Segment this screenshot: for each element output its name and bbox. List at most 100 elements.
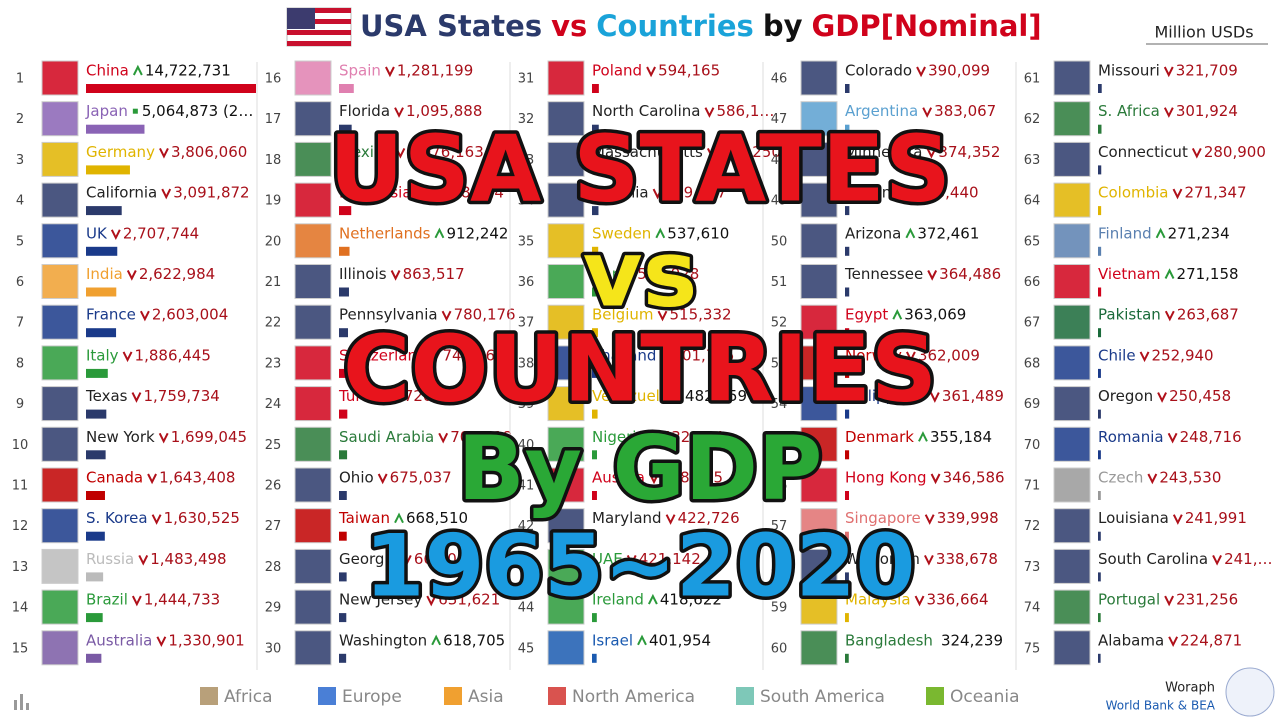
country-name: Romania xyxy=(1098,428,1164,446)
bar xyxy=(592,368,598,378)
country-name: S. Korea xyxy=(86,509,148,527)
title-part: GDP[Nominal] xyxy=(811,9,1041,43)
legend-label: South America xyxy=(760,687,885,707)
bar xyxy=(845,613,849,623)
value-label: 263,687 xyxy=(1177,306,1239,324)
overlay-text: 1965~2020 xyxy=(365,516,916,616)
rank: 36 xyxy=(518,275,535,290)
trend-up xyxy=(637,634,647,646)
trend-down xyxy=(390,270,401,281)
flag xyxy=(1053,589,1091,625)
bar xyxy=(339,572,347,582)
bar xyxy=(86,165,130,175)
flag xyxy=(800,386,838,422)
country-name: Bangladesh xyxy=(845,631,933,649)
trend-up xyxy=(905,227,916,239)
legend: Africa Europe Asia North America South Ameri… xyxy=(200,687,1020,707)
country-name: Arizona xyxy=(845,224,901,242)
rank: 65 xyxy=(1024,234,1041,249)
country-name: North Carolina xyxy=(592,102,700,120)
trend-down xyxy=(1164,595,1175,607)
trend-down xyxy=(122,351,133,363)
trend-up xyxy=(655,227,666,239)
trend-down xyxy=(1167,432,1178,444)
bar xyxy=(86,368,108,378)
flag xyxy=(41,345,79,381)
country-name: California xyxy=(86,184,157,202)
rank: 46 xyxy=(771,72,788,87)
trend-down xyxy=(426,595,437,607)
bar xyxy=(845,328,850,338)
bar xyxy=(845,165,850,175)
rank: 4 xyxy=(16,194,24,209)
bar xyxy=(86,531,105,541)
rank: 12 xyxy=(12,519,29,534)
bar xyxy=(1098,165,1102,175)
flag xyxy=(800,223,838,259)
trend-down xyxy=(1172,188,1183,200)
bar xyxy=(592,206,599,216)
country-name: Tennessee xyxy=(844,265,923,283)
flag xyxy=(1053,264,1091,299)
flag xyxy=(547,304,585,340)
flag xyxy=(294,548,332,584)
value-label: 559,747 xyxy=(665,184,727,202)
flag xyxy=(800,630,838,666)
flag xyxy=(41,589,79,625)
value-label: 252,940 xyxy=(1152,346,1214,364)
value-label: 362,009 xyxy=(918,346,980,364)
trend-down xyxy=(1163,66,1174,78)
country-name: Malaysia xyxy=(845,591,911,609)
rank: 25 xyxy=(265,438,282,453)
bar xyxy=(592,572,597,582)
country-name: Norway xyxy=(845,346,902,364)
country-name: Brazil xyxy=(86,591,128,609)
value-label: 2,707,744 xyxy=(123,224,199,242)
rank: 29 xyxy=(265,601,282,616)
value-label: 1,759,734 xyxy=(143,387,219,405)
trend-down xyxy=(138,554,149,566)
rank: 7 xyxy=(16,316,24,331)
bar xyxy=(1098,328,1102,338)
bar xyxy=(86,409,107,419)
trend-down xyxy=(1147,473,1158,485)
legend-swatch xyxy=(200,687,218,705)
bar xyxy=(592,165,599,175)
country-name: Louisiana xyxy=(1098,509,1169,527)
value-label: 537,610 xyxy=(667,224,729,242)
rank: 49 xyxy=(771,194,788,209)
value-label: 361,489 xyxy=(942,387,1004,405)
flag xyxy=(294,304,332,340)
trend-down xyxy=(1163,107,1174,118)
value-label: 581,250 xyxy=(719,143,781,161)
unit-label: Million USDs xyxy=(1154,23,1253,42)
value-label: 1,076,163 xyxy=(407,143,483,161)
country-name: Finland xyxy=(1098,224,1152,242)
overlay-text: By GDP xyxy=(458,417,823,520)
bar xyxy=(592,409,598,419)
flag xyxy=(1053,60,1091,96)
bar xyxy=(845,531,849,541)
bar xyxy=(592,531,597,541)
country-name: Nigeria xyxy=(592,428,646,446)
bar xyxy=(1098,246,1102,256)
flag xyxy=(294,386,332,422)
title-part: Countries xyxy=(596,9,754,43)
value-label: 355,184 xyxy=(930,428,992,446)
country-name: Chile xyxy=(1098,346,1136,364)
value-label: 372,461 xyxy=(917,224,979,242)
rank: 8 xyxy=(16,356,24,371)
title-part: vs xyxy=(551,9,587,43)
flag xyxy=(294,182,332,218)
rank: 16 xyxy=(265,72,282,87)
title-part: by xyxy=(763,9,803,43)
trend-down xyxy=(415,188,426,200)
flag xyxy=(41,508,79,544)
country-name: Venezuela xyxy=(592,387,669,405)
rank: 27 xyxy=(265,519,282,534)
trend-down xyxy=(161,188,172,200)
bar xyxy=(1098,206,1102,216)
flag xyxy=(294,426,332,462)
flag xyxy=(800,60,838,96)
country-name: Netherlands xyxy=(339,224,431,242)
